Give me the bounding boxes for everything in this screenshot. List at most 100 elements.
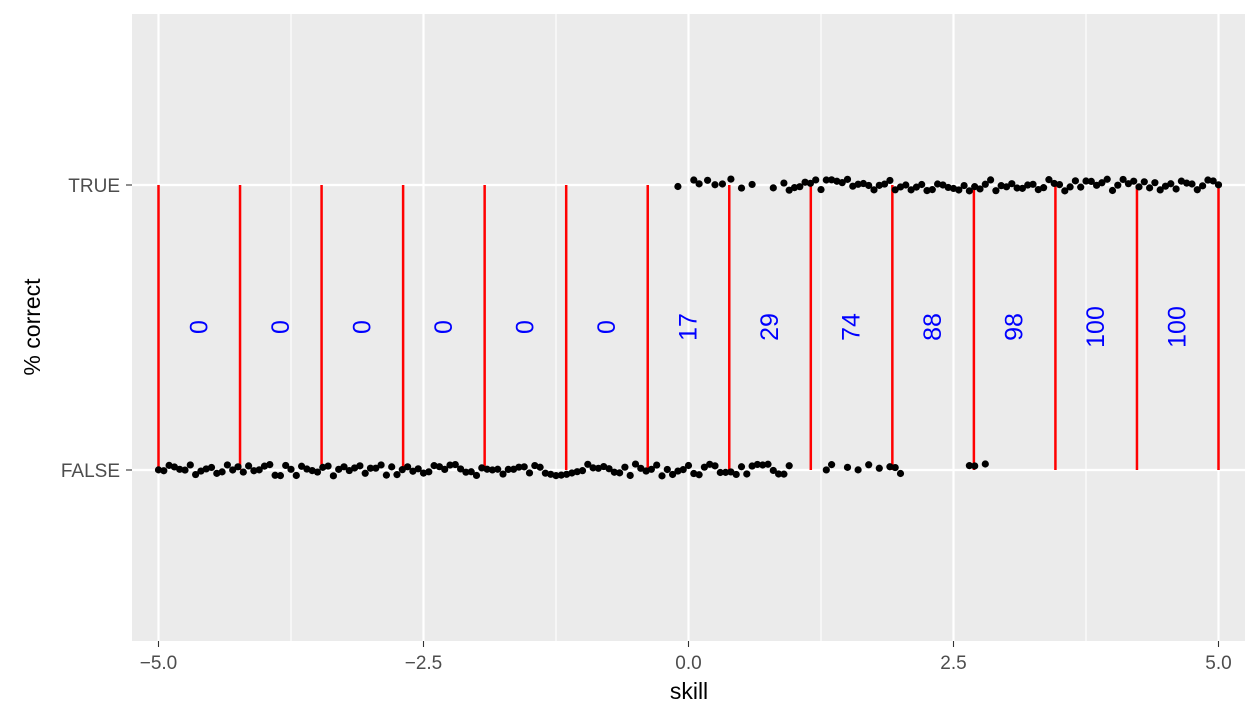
data-point [488, 466, 496, 474]
data-point [589, 464, 597, 472]
data-point [218, 468, 226, 476]
data-point [1087, 177, 1095, 186]
data-point [1098, 179, 1106, 187]
data-point [266, 461, 274, 469]
data-point [552, 472, 560, 480]
data-point [1040, 184, 1048, 192]
data-point [1204, 176, 1212, 184]
data-point [753, 460, 762, 469]
data-point [695, 471, 703, 479]
data-point [703, 176, 712, 184]
data-point [716, 468, 724, 477]
data-point [446, 461, 454, 469]
data-point [992, 187, 1000, 195]
data-point [896, 469, 905, 478]
data-point [176, 465, 184, 473]
data-point [780, 179, 788, 187]
data-point [886, 176, 894, 185]
data-point [398, 466, 406, 474]
data-point [732, 470, 740, 479]
data-point [229, 466, 237, 474]
data-point [870, 186, 878, 194]
data-point [1029, 180, 1037, 188]
data-point [282, 461, 290, 470]
data-point [663, 465, 671, 474]
data-point [616, 469, 624, 477]
point-layer [154, 175, 1223, 480]
data-point [796, 183, 804, 191]
data-point [329, 472, 337, 480]
data-point [865, 461, 873, 469]
data-point [987, 176, 995, 184]
data-point [891, 463, 899, 472]
data-point [425, 468, 433, 476]
data-point [981, 460, 989, 468]
data-point [160, 467, 168, 475]
data-point [843, 175, 852, 183]
data-point [1214, 181, 1223, 189]
data-point [1183, 179, 1191, 187]
data-point [1077, 183, 1085, 191]
data-point [965, 462, 974, 470]
data-point [684, 461, 693, 470]
data-point [255, 466, 263, 474]
data-point [1103, 175, 1111, 183]
data-point [372, 464, 380, 472]
data-point [1082, 177, 1090, 185]
data-point [1061, 187, 1069, 195]
data-point [806, 179, 815, 187]
data-point [340, 463, 348, 471]
y-axis-title: % correct [19, 278, 45, 376]
data-point [557, 471, 565, 479]
data-point [790, 184, 799, 192]
bin-percent-label: 17 [675, 313, 703, 341]
data-point [472, 471, 481, 480]
axis-layer: −5.0 −2.5 0.0 2.5 5.0 FALSE TRUE [61, 176, 1232, 674]
data-point [759, 461, 767, 469]
x-tick-label: 5.0 [1205, 653, 1231, 674]
data-point [727, 175, 735, 183]
data-point [605, 465, 613, 473]
data-point [769, 184, 777, 192]
data-point [441, 465, 449, 474]
data-point [504, 465, 512, 474]
data-point [499, 470, 507, 478]
data-point [1146, 184, 1154, 192]
data-point [637, 464, 645, 472]
data-point [382, 471, 390, 479]
data-point [239, 468, 247, 476]
data-point [1055, 181, 1064, 189]
bin-percent-label: 0 [430, 320, 458, 334]
data-point [393, 471, 401, 479]
data-point [875, 464, 883, 472]
data-point [584, 460, 592, 468]
data-point [462, 468, 470, 476]
bin-percent-label: 0 [511, 320, 539, 334]
data-point [435, 463, 443, 471]
data-point [828, 461, 836, 469]
data-point [769, 466, 777, 475]
data-point [1018, 184, 1026, 192]
data-point [186, 461, 194, 469]
data-point [1172, 185, 1180, 193]
data-point [1045, 176, 1053, 184]
data-point [1119, 175, 1127, 184]
data-point [1193, 186, 1201, 194]
data-point [674, 182, 682, 191]
data-point [313, 468, 322, 476]
data-point [647, 465, 656, 473]
data-point [955, 186, 963, 194]
data-point [854, 180, 862, 188]
data-point [918, 180, 926, 189]
data-point [737, 184, 746, 192]
data-point [700, 463, 709, 471]
bin-percent-label: 100 [1164, 306, 1192, 348]
data-point [1130, 177, 1138, 185]
data-point [494, 465, 502, 473]
data-point [626, 471, 634, 480]
data-point [361, 469, 369, 477]
x-tick-label: 2.5 [940, 653, 966, 674]
bin-percent-label: 29 [756, 313, 784, 341]
